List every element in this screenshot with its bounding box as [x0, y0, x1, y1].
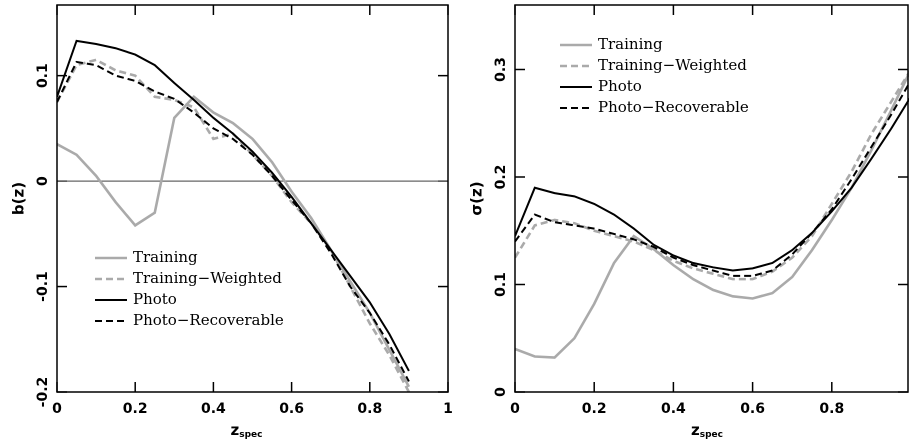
series-line: [515, 70, 909, 281]
series-line: [57, 60, 410, 382]
x-tick-label: 0.6: [279, 401, 304, 417]
y-tick-label: 0: [493, 387, 509, 397]
x-axis-label: zspec: [691, 421, 723, 440]
plot-frame: [56, 4, 449, 393]
series-line: [515, 81, 909, 277]
x-tick-label: 0: [52, 401, 62, 417]
y-tick-label: 0: [35, 176, 51, 186]
x-tick-label: 0: [510, 401, 520, 417]
x-tick-label: 0.8: [357, 401, 382, 417]
series-line: [515, 70, 909, 359]
plot-frame: [514, 4, 909, 393]
series-line: [57, 94, 411, 388]
y-tick-label: -0.2: [35, 377, 51, 408]
y-tick-label: 0.2: [493, 165, 509, 190]
x-tick-label: 0.2: [123, 401, 148, 417]
y-tick-label: 0.1: [35, 63, 51, 88]
x-tick-label: 1: [443, 401, 453, 417]
legend-label: Training: [598, 35, 663, 53]
legend-label: Photo: [598, 77, 642, 95]
legend-label: Training−Weighted: [598, 56, 747, 74]
y-axis-label: σ(z): [468, 181, 486, 215]
x-tick-label: 0.4: [661, 401, 686, 417]
y-tick-label: -0.1: [35, 271, 51, 302]
y-tick-label: 0.1: [493, 272, 509, 297]
y-axis-label: b(z): [10, 182, 28, 215]
x-tick-label: 0.4: [201, 401, 226, 417]
x-axis-label-sub: spec: [239, 430, 262, 440]
x-axis-label-main: z: [691, 421, 700, 439]
y-tick-label: 0.3: [493, 57, 509, 82]
legend-label: Photo−Recoverable: [598, 98, 749, 116]
x-axis-label-main: z: [231, 421, 240, 439]
panel: 0 0.2 0.4 0.6 0.8 1 -0.2 -0.1 0 0.1 zspec b(z) Train…: [10, 4, 453, 440]
x-axis-label: zspec: [231, 421, 263, 440]
x-tick-label: 0.2: [582, 401, 607, 417]
legend-label: Training: [133, 248, 198, 266]
panel: 0 0.2 0.4 0.6 0.8 0 0.1 0.2 0.3 zspec σ(z) Training…: [468, 4, 909, 440]
legend-label: Photo−Recoverable: [133, 311, 284, 329]
series-line: [57, 58, 411, 392]
x-axis-label-sub: spec: [700, 430, 723, 440]
legend-label: Training−Weighted: [133, 269, 282, 287]
series-line: [57, 39, 410, 372]
x-tick-label: 0.6: [740, 401, 765, 417]
series-line: [515, 97, 909, 272]
x-tick-label: 0.8: [819, 401, 844, 417]
legend-label: Photo: [133, 290, 177, 308]
